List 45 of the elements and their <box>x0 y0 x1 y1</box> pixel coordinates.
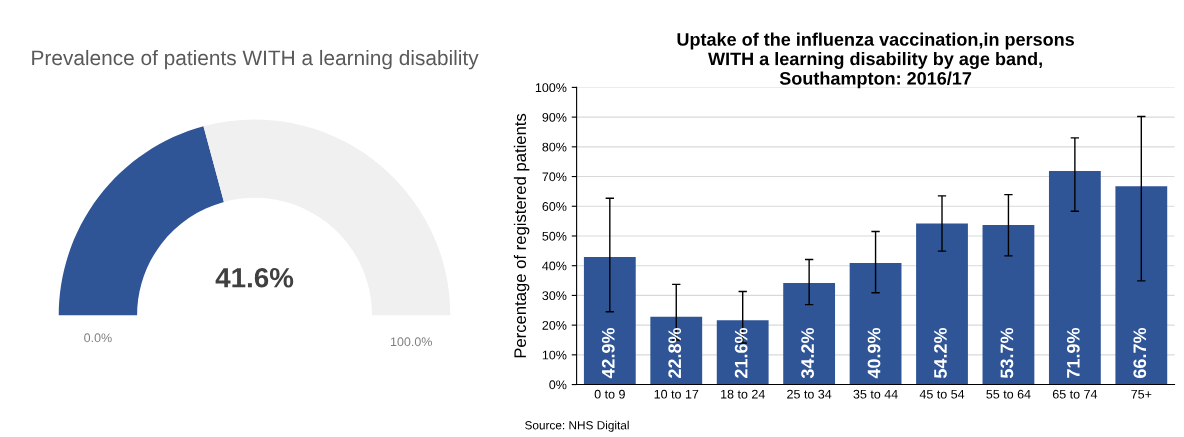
bar <box>849 263 902 385</box>
data-label: 54.2% <box>934 327 947 379</box>
bar <box>916 223 968 385</box>
y-tick-label: 40% <box>542 261 567 271</box>
y-tick-label: 70% <box>542 172 567 182</box>
y-tick-label: 20% <box>542 320 567 330</box>
data-label: 53.7% <box>1000 327 1014 379</box>
x-tick-label: 75+ <box>1131 389 1152 399</box>
bar <box>1048 170 1101 385</box>
chart-title: Uptake of the influenza vaccination,in persons WITH a learning disability by age band, Southampton: 2016/17 <box>677 32 1074 89</box>
data-label: 66.7% <box>1133 327 1147 378</box>
data-label: 21.6% <box>734 327 748 378</box>
x-tick-label: 35 to 44 <box>853 389 898 399</box>
x-tick-label: 25 to 34 <box>787 389 832 399</box>
bar <box>1115 186 1168 385</box>
y-tick-label: 80% <box>542 142 567 152</box>
data-label: 40.9% <box>867 327 881 379</box>
data-label: 34.2% <box>801 327 814 379</box>
x-tick-label: 18 to 24 <box>721 389 765 399</box>
data-label: 42.9% <box>601 327 615 379</box>
bar <box>982 224 1035 385</box>
bar <box>783 282 836 385</box>
bar <box>716 320 769 385</box>
x-tick-label: 10 to 17 <box>654 389 699 399</box>
y-tick-label: 10% <box>542 350 567 360</box>
text: 0.0% <box>84 333 112 343</box>
y-tick-label: 60% <box>542 202 567 211</box>
x-tick-label: 55 to 64 <box>986 389 1031 399</box>
data-label: 71.9% <box>1066 327 1080 378</box>
y-tick-label: 50% <box>542 231 567 241</box>
x-tick-label: 65 to 74 <box>1052 389 1098 399</box>
chart-title: Prevalence of patients WITH a learning disability <box>32 49 479 70</box>
bar <box>650 316 703 385</box>
bar <box>583 257 636 385</box>
text: 41.6% <box>215 267 294 288</box>
data-label: 22.8% <box>668 327 682 378</box>
y-axis-title: Percentage of registered patients <box>513 113 530 358</box>
text: 100.0% <box>390 337 432 347</box>
x-tick-label: 0 to 9 <box>594 389 625 399</box>
y-tick-label: 0% <box>549 380 567 390</box>
source-note: Source: NHS Digital <box>525 420 629 432</box>
y-tick-label: 30% <box>542 291 567 301</box>
x-tick-label: 45 to 54 <box>919 389 965 399</box>
y-tick-label: 90% <box>542 112 567 122</box>
y-tick-label: 100% <box>535 83 567 93</box>
